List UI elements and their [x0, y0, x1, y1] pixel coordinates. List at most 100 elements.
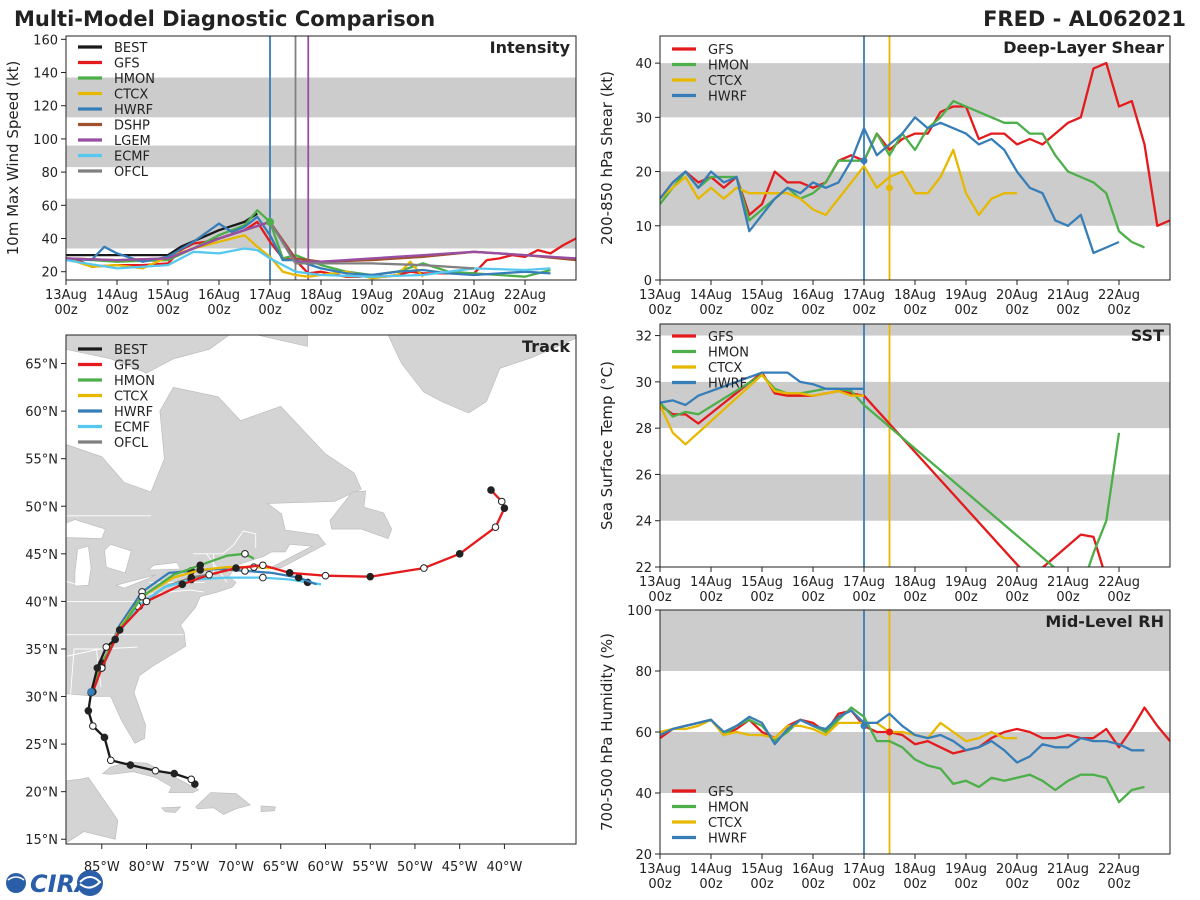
shear-ytick-label: 0: [644, 274, 652, 289]
track-init-marker: [87, 687, 95, 696]
sst-xtick-label-hour: 00z: [801, 590, 825, 605]
sst-xtick-label-day: 16Aug: [792, 575, 834, 590]
intensity-xtick-label-day: 18Aug: [300, 288, 342, 303]
great-lake-3: [147, 562, 181, 571]
track-point-gfs: [455, 550, 464, 558]
shear-legend-label-ctcx: CTCX: [708, 74, 742, 89]
intensity-series-best: [66, 212, 258, 257]
intensity-legend-label-hwrf: HWRF: [114, 103, 153, 118]
track-xtick-label: 75°W: [173, 860, 209, 875]
shear-ofcl-marker: [886, 184, 893, 192]
sst-xtick-label-day: 15Aug: [741, 575, 783, 590]
sst-xtick-label-day: 13Aug: [639, 575, 681, 590]
intensity-series-lgem: [66, 220, 576, 263]
shear-series-ctcx: [660, 148, 1017, 217]
intensity-shade-band: [66, 77, 576, 118]
land-puerto-rico: [260, 805, 276, 813]
track-panel-title: Track: [522, 337, 570, 356]
shear-ytick-label: 40: [635, 57, 652, 72]
track-point-gfs: [321, 571, 330, 580]
intensity-shade-band: [66, 198, 576, 249]
rh-legend-label-hmon: HMON: [708, 801, 749, 816]
track-point-hmon: [138, 592, 146, 601]
track-xtick-label: 70°W: [218, 860, 254, 875]
track-xtick-label: 50°W: [397, 860, 433, 875]
sst-xtick-label-day: 17Aug: [843, 575, 885, 590]
rh-shade-band: [660, 732, 1170, 793]
sst-xtick-label-hour: 00z: [699, 590, 723, 605]
sst-xtick-label-hour: 00z: [1107, 590, 1131, 605]
shear-xtick-label-day: 21Aug: [1047, 288, 1089, 303]
shear-shade-band: [660, 63, 1170, 118]
track-point-gfs: [491, 523, 500, 531]
rh-xtick-label-hour: 00z: [903, 877, 927, 892]
track-point-best: [111, 635, 120, 644]
intensity-series-ecmf: [66, 247, 551, 278]
track-xtick-label: 55°W: [352, 860, 388, 875]
shear-legend-label-hmon: HMON: [708, 59, 749, 74]
intensity-xtick-label-day: 22Aug: [504, 288, 546, 303]
rh-xtick-label-day: 16Aug: [792, 862, 834, 877]
intensity-ylabel: 10m Max Wind Speed (kt): [4, 61, 22, 256]
rh-xtick-label-day: 13Aug: [639, 862, 681, 877]
land-newfoundland: [329, 490, 393, 539]
storm-id: FRED - AL062021: [983, 7, 1186, 31]
sst-xtick-label-day: 22Aug: [1098, 575, 1140, 590]
track-point-gfs: [232, 564, 240, 572]
track-xtick-label: 60°W: [308, 860, 344, 875]
figure-title: Multi-Model Diagnostic Comparison: [14, 7, 435, 31]
track-ytick-label: 15°N: [25, 833, 58, 848]
shear-ytick-label: 30: [635, 111, 652, 126]
track-legend-label-ofcl: OFCL: [114, 436, 149, 451]
rh-ytick-label: 80: [635, 665, 652, 680]
track-ytick-label: 65°N: [25, 358, 58, 373]
intensity-xtick-label-hour: 00z: [54, 303, 78, 318]
sst-ytick-label: 30: [635, 376, 652, 391]
shear-xtick-label-hour: 00z: [648, 303, 672, 318]
track-point-best: [93, 664, 102, 672]
shear-xtick-label-hour: 00z: [801, 303, 825, 318]
track-ytick-label: 35°N: [25, 643, 58, 658]
rh-xtick-label-hour: 00z: [852, 877, 876, 892]
shear-ytick-label: 20: [635, 166, 652, 181]
sst-xtick-label-hour: 00z: [852, 590, 876, 605]
track-point-best: [106, 756, 115, 765]
rh-legend-label-gfs: GFS: [708, 785, 734, 800]
rh-xtick-label-day: 21Aug: [1047, 862, 1089, 877]
track-point-gfs: [500, 504, 509, 512]
sst-ytick-label: 24: [635, 515, 652, 530]
shear-series-hwrf: [660, 116, 1120, 255]
track-point-gfs: [115, 626, 124, 634]
shear-plot-area: [660, 36, 1170, 280]
sst-xtick-label-hour: 00z: [1005, 590, 1029, 605]
track-point-gfs: [487, 486, 495, 494]
intensity-panel: 2040608010012014016013Aug00z14Aug00z15Au…: [4, 33, 577, 318]
great-lake-4: [66, 519, 106, 539]
track-legend-label-gfs: GFS: [114, 359, 140, 374]
intensity-legend-label-ofcl: OFCL: [114, 165, 149, 180]
rh-xtick-label-day: 19Aug: [945, 862, 987, 877]
rh-xtick-label-day: 14Aug: [690, 862, 732, 877]
sst-xtick-label-day: 18Aug: [894, 575, 936, 590]
cira-logo: CIRA: [6, 870, 103, 898]
rh-xtick-label-day: 22Aug: [1098, 862, 1140, 877]
track-point-hmon: [241, 550, 249, 558]
shear-xtick-label-day: 13Aug: [639, 288, 681, 303]
rh-xtick-label-hour: 00z: [801, 877, 825, 892]
intensity-legend-label-ctcx: CTCX: [114, 88, 148, 103]
sst-ytick-label: 26: [635, 468, 652, 483]
sst-ytick-label: 22: [635, 561, 652, 576]
sst-xtick-label-day: 20Aug: [996, 575, 1038, 590]
intensity-xtick-label-hour: 00z: [513, 303, 537, 318]
shear-xtick-label-hour: 00z: [852, 303, 876, 318]
track-ytick-label: 30°N: [25, 691, 58, 706]
track-point-gfs: [420, 564, 428, 572]
track-axes-frame: [65, 334, 577, 845]
intensity-plot-area: [66, 36, 576, 280]
rh-legend-label-hwrf: HWRF: [708, 832, 747, 847]
intensity-series-ofcl: [269, 221, 475, 270]
